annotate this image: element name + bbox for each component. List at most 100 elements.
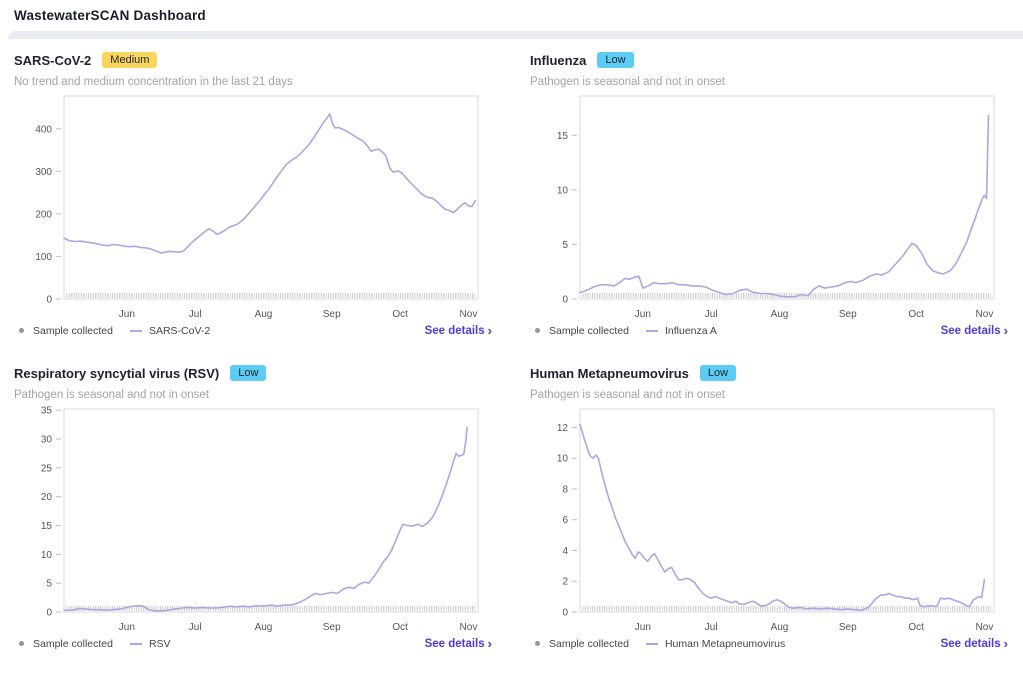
x-tick-label: Sep	[323, 309, 341, 320]
status-badge: Low	[699, 365, 737, 381]
series-line	[63, 113, 477, 254]
y-tick-label: 200	[35, 209, 52, 220]
plot-area	[63, 408, 479, 613]
legend-series-label: RSV	[148, 637, 171, 650]
legend-sample-label: Sample collected	[33, 637, 113, 650]
y-tick-label: 100	[35, 252, 52, 263]
card-title: Human Metapneumovirus	[530, 365, 689, 381]
x-tick-label: Oct	[908, 622, 924, 633]
x-tick-label: Jul	[705, 309, 718, 320]
x-tick-label: Jun	[635, 309, 651, 320]
y-tick-label: 25	[41, 463, 53, 474]
card-footer: Sample collected RSV See details ›	[14, 637, 494, 650]
series-line	[579, 114, 990, 298]
legend-series-label: SARS-CoV-2	[148, 324, 211, 337]
x-tick-label: Nov	[460, 622, 478, 633]
chevron-right-icon: ›	[1003, 636, 1008, 651]
y-tick-label: 35	[41, 406, 53, 417]
card-subtitle: Pathogen is seasonal and not in onset	[530, 389, 726, 401]
x-tick-label: Sep	[323, 622, 341, 633]
x-tick-label: Jul	[189, 309, 202, 320]
y-tick-label: 15	[557, 131, 569, 142]
line-chart: 0 5 10 15 Jun Jul Aug Sep Oct Nov	[557, 95, 995, 320]
see-details-link[interactable]: See details ›	[940, 323, 1008, 338]
y-tick-label: 8	[562, 484, 568, 495]
plot-area	[63, 95, 479, 300]
legend-sample-label: Sample collected	[549, 324, 629, 337]
y-tick-label: 300	[35, 167, 52, 178]
y-tick-label: 400	[35, 124, 52, 135]
y-tick-label: 12	[557, 423, 569, 434]
card-title: Respiratory syncytial virus (RSV)	[14, 365, 220, 381]
x-tick-label: Jul	[189, 622, 202, 633]
status-badge: Low	[230, 365, 267, 381]
sample-collected-marker-icon	[535, 641, 540, 646]
x-tick-label: Oct	[908, 309, 924, 320]
x-tick-label: Jun	[119, 309, 135, 320]
card-footer: Sample collected Influenza A See details…	[530, 324, 1010, 337]
x-tick-label: Nov	[976, 309, 994, 320]
sample-collected-ticks	[65, 293, 475, 298]
y-tick-label: 10	[557, 185, 569, 196]
dashboard-content: SARS-CoV-2 Medium No trend and medium co…	[0, 39, 1023, 650]
sample-collected-ticks	[581, 606, 991, 611]
pathogen-card-influenza: Influenza Low Pathogen is seasonal and n…	[530, 48, 1010, 337]
chevron-right-icon: ›	[487, 636, 492, 651]
x-tick-label: Sep	[839, 622, 857, 633]
y-tick-label: 0	[562, 295, 568, 306]
card-title: SARS-CoV-2	[14, 52, 92, 68]
card-header: Influenza Low	[530, 52, 1010, 68]
chart-grid: SARS-CoV-2 Medium No trend and medium co…	[14, 48, 1009, 650]
app-header: WastewaterSCAN Dashboard	[0, 0, 1023, 31]
series-line	[579, 423, 986, 612]
pathogen-card-hmpv: Human Metapneumovirus Low Pathogen is se…	[530, 361, 1010, 650]
y-tick-label: 2	[562, 577, 568, 588]
y-tick-label: 5	[562, 240, 568, 251]
see-details-link[interactable]: See details ›	[940, 636, 1008, 651]
card-header: SARS-CoV-2 Medium	[14, 52, 494, 68]
y-tick-label: 15	[41, 521, 53, 532]
card-footer: Sample collected Human Metapneumovirus S…	[530, 637, 1010, 650]
y-tick-label: 10	[41, 550, 53, 561]
x-tick-label: Aug	[771, 309, 789, 320]
x-tick-label: Nov	[460, 309, 478, 320]
y-tick-label: 6	[562, 515, 568, 526]
status-badge: Low	[597, 52, 634, 68]
see-details-link[interactable]: See details ›	[424, 636, 492, 651]
legend-series-label: Influenza A	[664, 324, 717, 337]
x-tick-label: Nov	[976, 622, 994, 633]
series-line-icon	[129, 642, 142, 645]
plot-area	[579, 408, 995, 613]
y-tick-label: 10	[557, 454, 569, 465]
y-tick-label: 0	[46, 608, 52, 619]
pathogen-card-sars-cov-2: SARS-CoV-2 Medium No trend and medium co…	[14, 48, 494, 337]
card-subtitle: No trend and medium concentration in the…	[14, 76, 293, 88]
series-line	[63, 426, 468, 612]
x-tick-label: Jun	[119, 622, 135, 633]
card-title: Influenza	[530, 52, 587, 68]
card-subtitle: Pathogen is seasonal and not in onset	[530, 76, 726, 88]
legend-sample-label: Sample collected	[549, 637, 629, 650]
series-line-icon	[645, 329, 658, 332]
legend-series-label: Human Metapneumovirus	[664, 637, 786, 650]
y-tick-label: 4	[562, 546, 568, 557]
card-header: Respiratory syncytial virus (RSV) Low	[14, 365, 494, 381]
header-divider	[8, 31, 1023, 39]
sample-collected-marker-icon	[19, 328, 24, 333]
line-chart: 0 5 10 15 20 25 30 35 Jun Jul Aug Sep Oct Nov	[41, 406, 479, 633]
sample-collected-ticks	[581, 293, 991, 298]
legend-sample-label: Sample collected	[33, 324, 113, 337]
series-line-icon	[129, 329, 142, 332]
status-badge: Medium	[102, 52, 158, 68]
pathogen-card-rsv: Respiratory syncytial virus (RSV) Low Pa…	[14, 361, 494, 650]
x-tick-label: Sep	[839, 309, 857, 320]
plot-area	[579, 95, 995, 300]
chevron-right-icon: ›	[1003, 323, 1008, 338]
x-tick-label: Aug	[255, 622, 273, 633]
x-tick-label: Jun	[635, 622, 651, 633]
sample-collected-marker-icon	[535, 328, 540, 333]
y-tick-label: 0	[562, 608, 568, 619]
see-details-link[interactable]: See details ›	[424, 323, 492, 338]
y-tick-label: 5	[46, 579, 52, 590]
line-chart: 0 100 200 300 400 Jun Jul Aug Sep Oct Nov	[35, 95, 479, 320]
